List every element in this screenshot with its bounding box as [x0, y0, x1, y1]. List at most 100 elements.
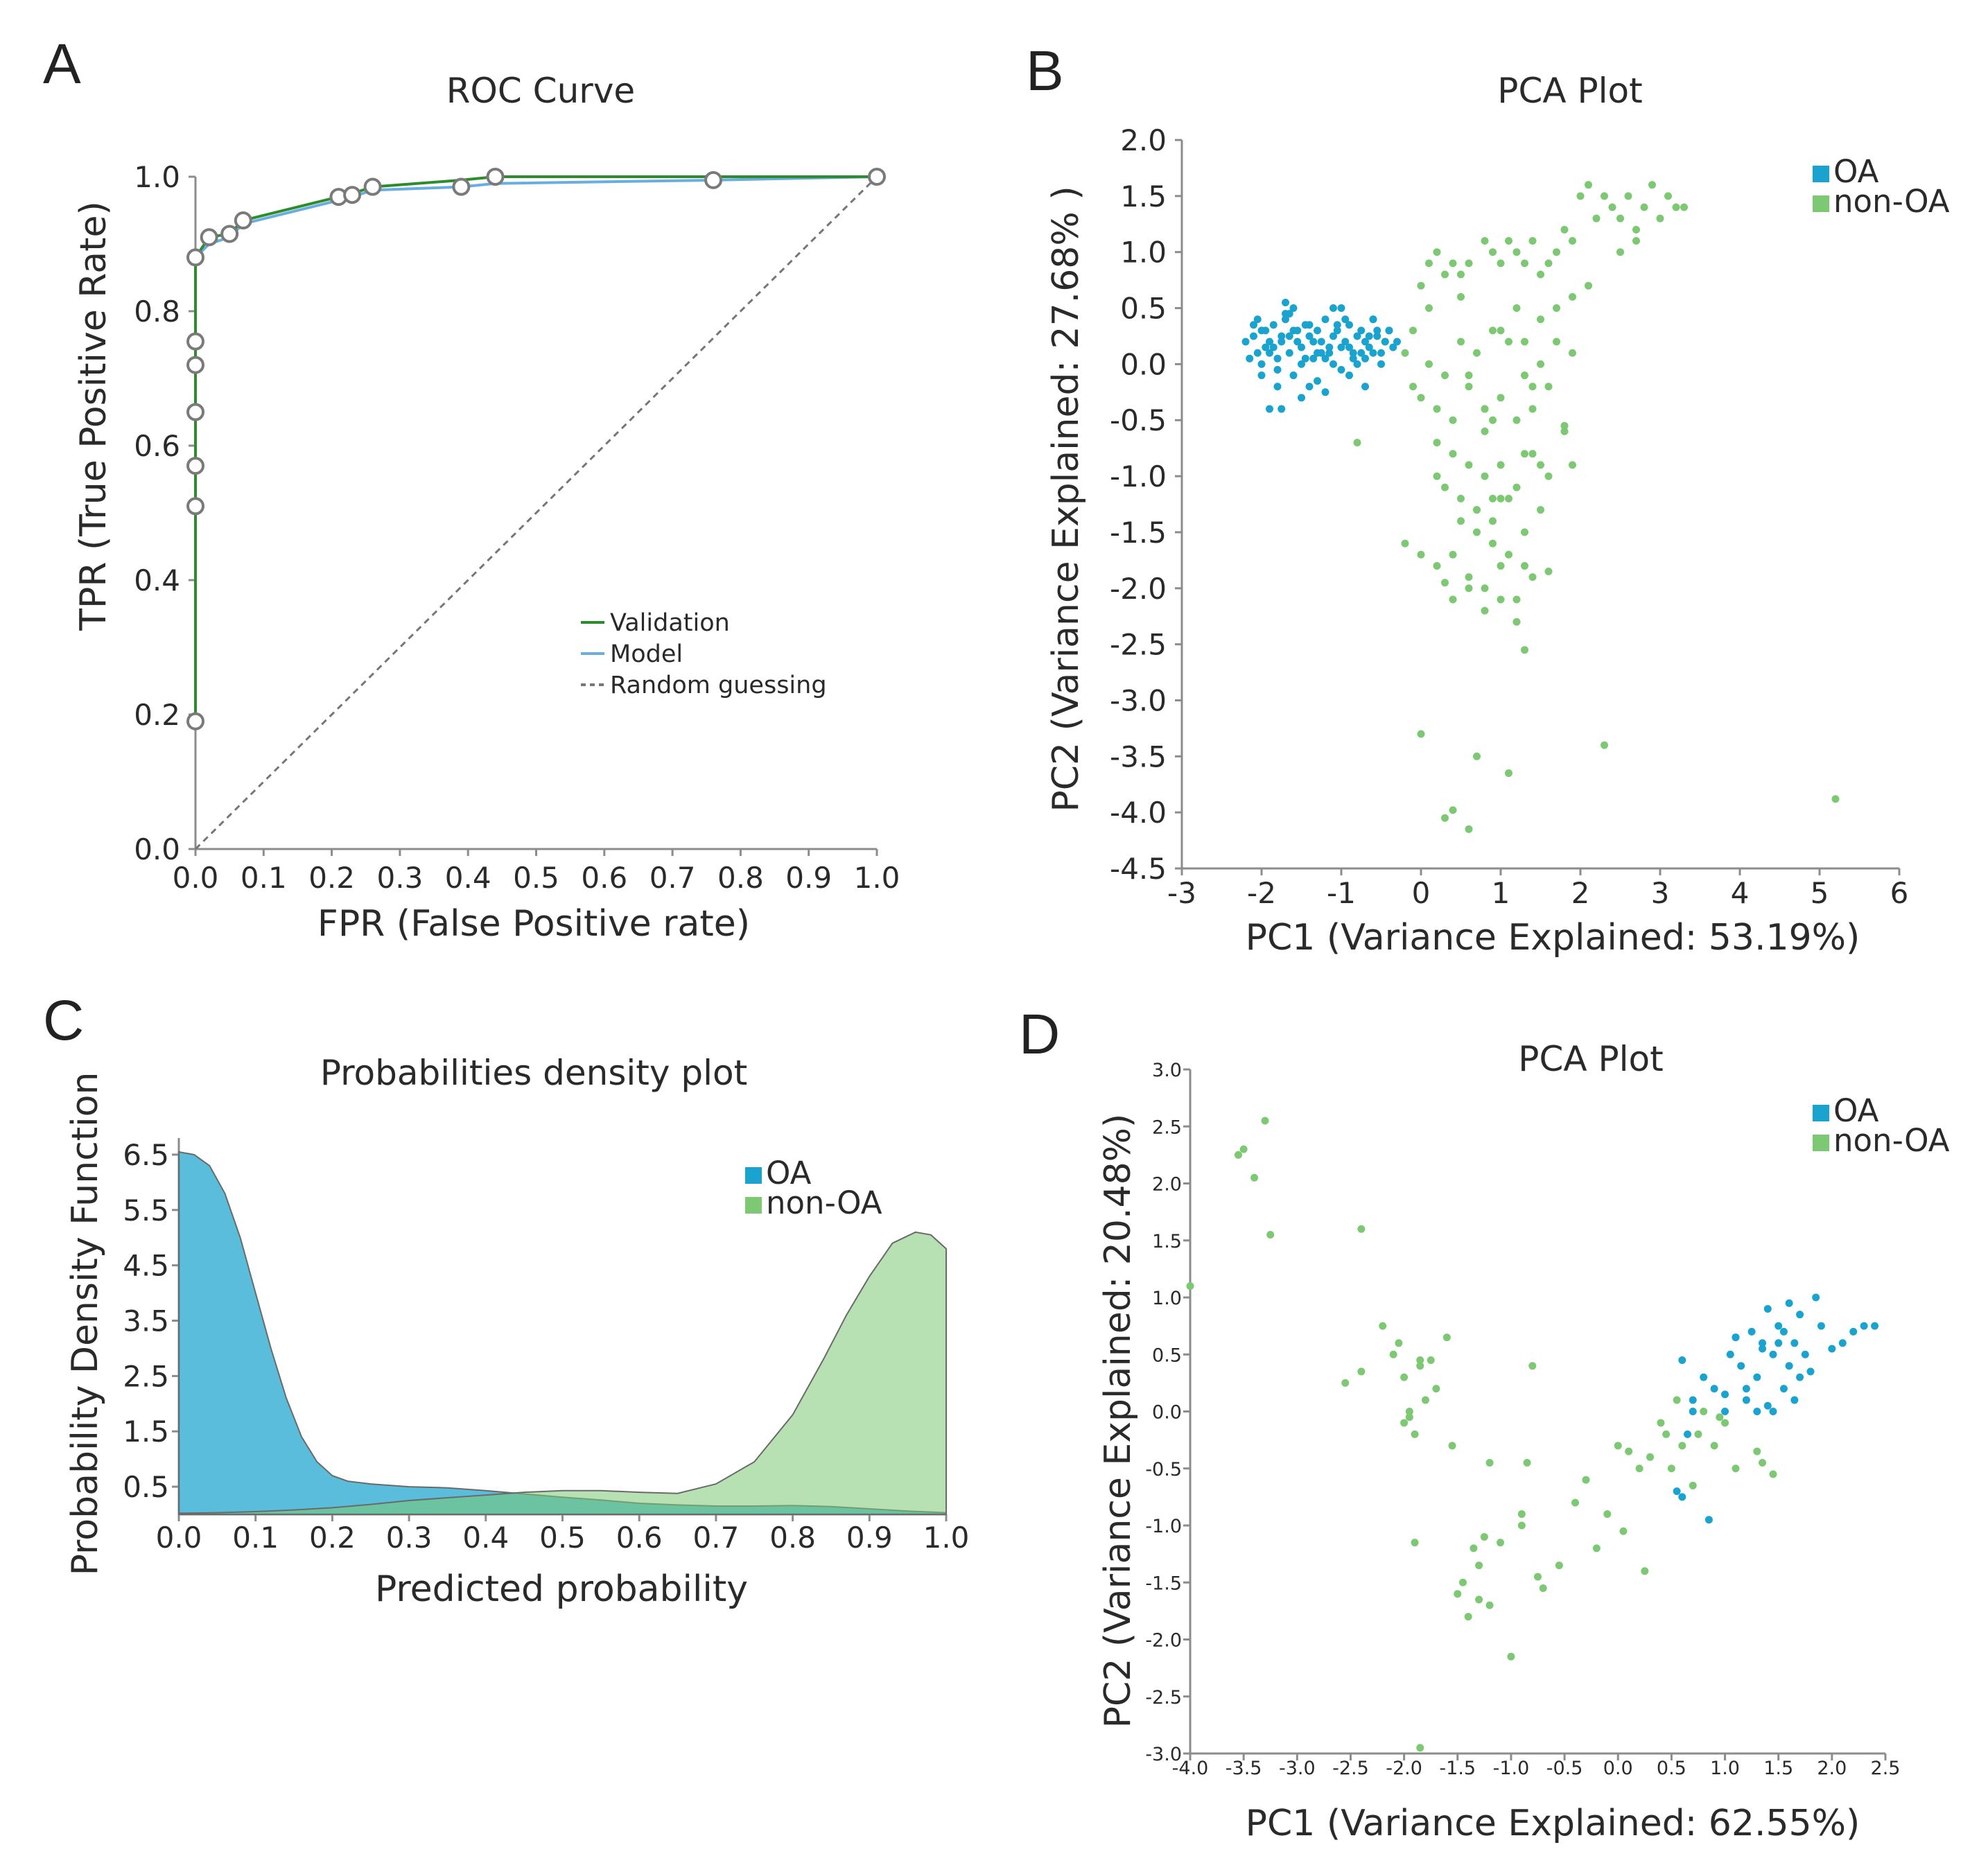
chart-title: PCA Plot [1497, 71, 1642, 111]
non-oa-point [1417, 281, 1425, 290]
non-oa-point [1481, 472, 1489, 480]
non-oa-point [1678, 1442, 1686, 1450]
oa-point [1325, 343, 1334, 351]
roc-point-marker [234, 211, 252, 230]
non-oa-point [1489, 539, 1497, 548]
non-oa-point [1537, 461, 1544, 469]
oa-point [1747, 1327, 1756, 1336]
legend-label: non-OA [1833, 183, 1950, 220]
oa-point [1314, 326, 1321, 335]
non-oa-point [1569, 461, 1576, 469]
oa-point [1361, 383, 1369, 391]
oa-point [1333, 321, 1341, 329]
oa-point [1341, 315, 1350, 324]
non-oa-point [1400, 1373, 1409, 1381]
oa-point [1365, 332, 1373, 340]
y-axis-label: Probability Density Function [64, 1072, 106, 1576]
x-tick-label: 0.8 [717, 861, 764, 895]
non-oa-point [1528, 237, 1537, 245]
x-tick-label: 1.0 [1710, 1758, 1740, 1779]
non-oa-point [1458, 1578, 1467, 1586]
roc-point-marker [200, 228, 218, 247]
non-oa-point [1357, 1367, 1366, 1376]
oa-point [1759, 1345, 1767, 1353]
non-oa-point [1603, 1510, 1612, 1519]
oa-point [1775, 1322, 1783, 1330]
non-oa-point [1481, 584, 1489, 593]
y-tick-label: 2.0 [1120, 123, 1167, 157]
oa-point [1329, 360, 1337, 368]
non-oa-point [1528, 1362, 1537, 1370]
non-oa-point [1497, 326, 1505, 335]
non-oa-point [1528, 573, 1537, 581]
non-oa-point [1592, 1544, 1601, 1552]
non-oa-point [1485, 1601, 1494, 1609]
x-tick-label: 4 [1731, 876, 1750, 910]
oa-point [1763, 1401, 1772, 1410]
non-oa-point [1592, 214, 1601, 222]
non-oa-point [1473, 528, 1481, 536]
x-tick-label: 1.5 [1763, 1758, 1793, 1779]
y-tick-label: 3.0 [1152, 1060, 1182, 1081]
non-oa-point [1537, 506, 1544, 514]
y-tick-label: -0.5 [1145, 1459, 1182, 1480]
y-tick-label: -1.5 [1110, 516, 1167, 550]
non-oa-point [1341, 1379, 1350, 1387]
non-oa-point [1449, 595, 1457, 604]
y-tick-label: 0.5 [1152, 1345, 1182, 1366]
oa-point [1345, 343, 1353, 351]
non-oa-point [1448, 1442, 1456, 1450]
x-tick-label: 0 [1412, 876, 1431, 910]
y-tick-label: 5.5 [123, 1193, 169, 1227]
oa-point [1321, 354, 1329, 362]
non-oa-point [1421, 1396, 1429, 1404]
non-oa-point [1465, 383, 1473, 391]
y-tick-label: 2.5 [123, 1359, 169, 1393]
non-oa-point [1465, 584, 1473, 593]
oa-point [1266, 338, 1273, 346]
non-oa-point [1473, 752, 1481, 760]
non-oa-point [1512, 595, 1521, 604]
non-oa-point [1449, 450, 1457, 458]
y-tick-label: -2.0 [1110, 572, 1167, 606]
roc-point-marker [452, 177, 471, 196]
non-oa-point [1417, 394, 1425, 402]
non-oa-point [1433, 248, 1441, 256]
roc-point-marker [363, 177, 382, 196]
non-oa-point [1457, 494, 1465, 502]
oa-point [1298, 394, 1305, 402]
oa-point [1790, 1339, 1799, 1347]
oa-point [1357, 326, 1366, 335]
non-oa-point [1673, 1396, 1681, 1404]
oa-point [1726, 1350, 1734, 1358]
oa-point [1385, 326, 1393, 335]
x-tick-label: 0.6 [616, 1521, 663, 1555]
non-oa-point [1379, 1322, 1387, 1330]
non-oa-point [1457, 517, 1465, 525]
legend-swatch [1813, 1135, 1829, 1151]
non-oa-point [1250, 1173, 1259, 1182]
non-oa-point [1769, 1470, 1777, 1478]
non-oa-point [1601, 192, 1608, 200]
oa-point [1305, 383, 1314, 391]
non-oa-point [1667, 1464, 1675, 1473]
non-oa-point [1357, 1225, 1366, 1233]
non-oa-point [1417, 550, 1425, 559]
x-tick-label: 1.0 [923, 1521, 970, 1555]
non-oa-point [1694, 1430, 1702, 1438]
non-oa-point [1416, 1356, 1424, 1364]
non-oa-point [1537, 315, 1544, 324]
x-tick-label: 0.1 [232, 1521, 279, 1555]
y-tick-label: 1.0 [1120, 236, 1167, 270]
legend-label: OA [1833, 1092, 1879, 1129]
y-tick-label: -0.5 [1110, 403, 1167, 437]
non-oa-point [1266, 1231, 1275, 1239]
x-tick-label: -4.0 [1172, 1758, 1209, 1779]
oa-point [1269, 321, 1278, 329]
non-oa-point [1485, 1459, 1494, 1467]
non-oa-point [1582, 1476, 1590, 1484]
non-oa-point [1553, 304, 1560, 313]
y-tick-label: -2.0 [1145, 1630, 1182, 1652]
non-oa-point [1507, 1652, 1515, 1661]
non-oa-point [1465, 825, 1473, 833]
